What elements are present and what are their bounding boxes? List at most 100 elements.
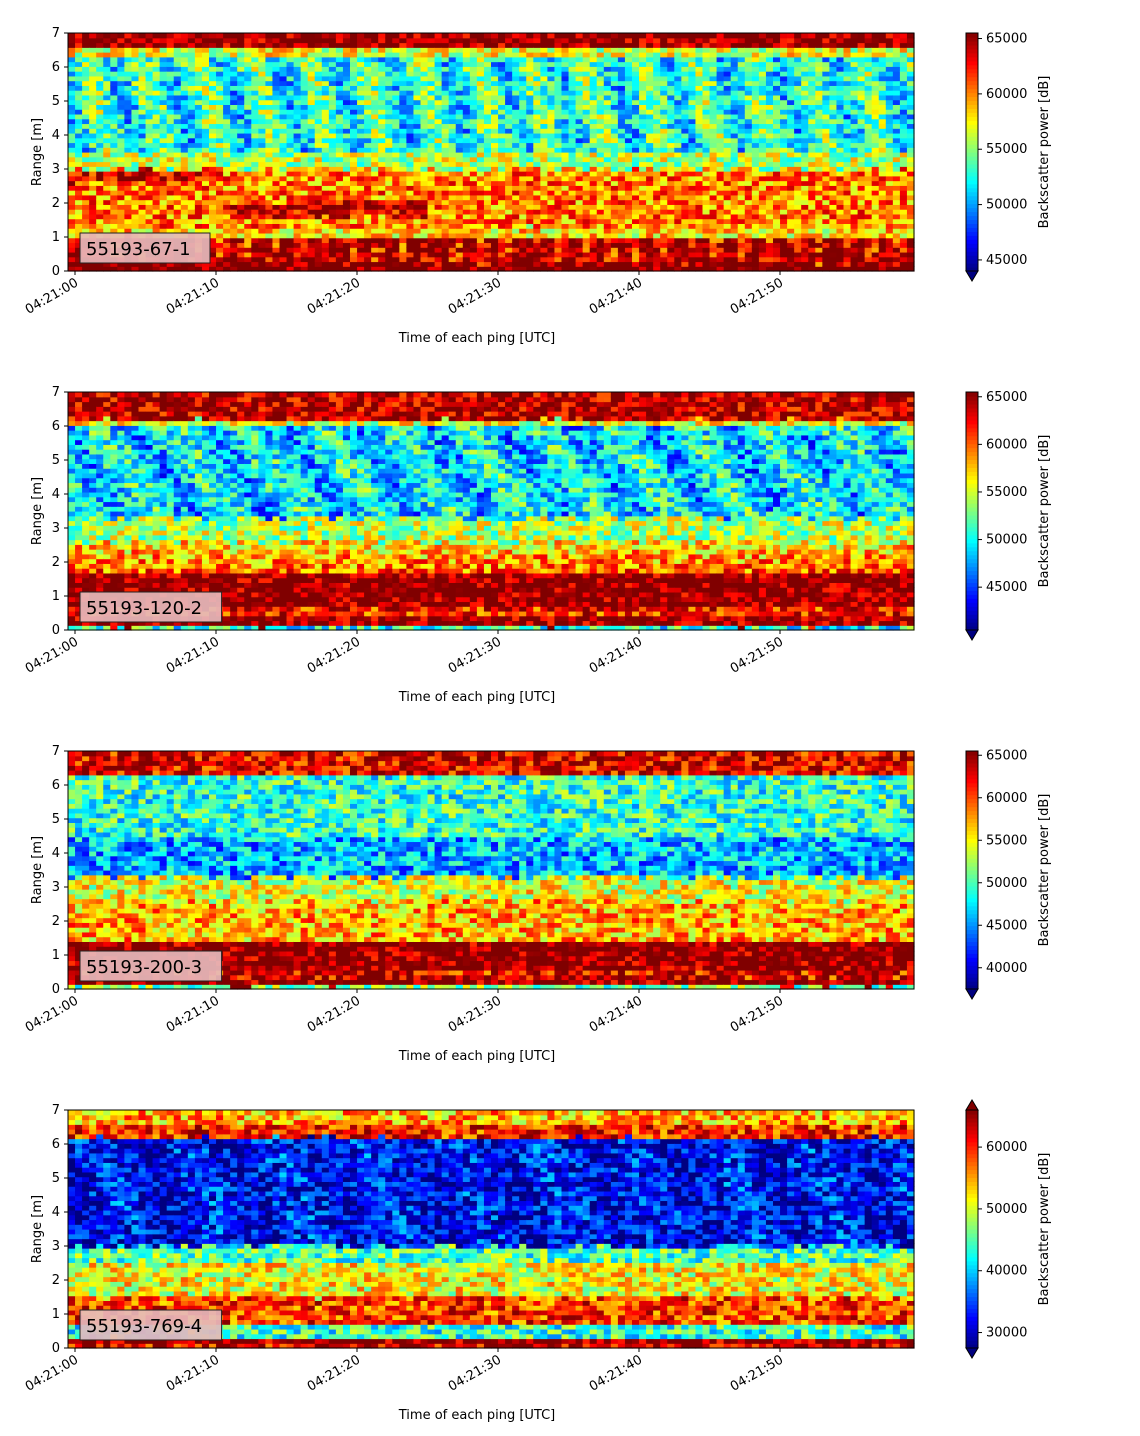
y-tick-label: 7 [52,1103,60,1118]
y-tick-label: 3 [52,521,60,536]
y-tick-label: 5 [52,1171,60,1186]
colorbar-tick-label: 60000 [986,87,1027,102]
colorbar-tick-label: 50000 [986,533,1027,548]
colorbar-label: Backscatter power [dB] [1037,1153,1052,1306]
heatmap-1 [68,33,915,272]
y-tick-label: 5 [52,453,60,468]
x-tick-label: 04:21:40 [587,275,645,317]
heatmap-4 [68,1110,915,1349]
colorbar-tick-label: 40000 [986,1264,1027,1279]
colorbar-tick-label: 30000 [986,1326,1027,1341]
x-tick-label: 04:21:30 [446,634,504,676]
y-tick-label: 0 [52,982,60,997]
y-tick-label: 1 [52,589,60,604]
colorbar-tick-label: 65000 [986,390,1027,405]
x-tick-label: 04:21:20 [305,993,363,1035]
y-tick-label: 2 [52,196,60,211]
y-tick-label: 3 [52,1239,60,1254]
axes-frame [67,391,915,631]
panel-label-text: 55193-200-3 [86,957,202,978]
colorbar-extend-min [965,1347,979,1359]
colorbar-extend-min [965,270,979,282]
x-tick-label: 04:21:00 [23,993,81,1035]
colorbar-4: 30000 40000 50000 60000 Backscatter power [d… [965,1099,1052,1359]
colorbar-tick-label: 55000 [986,833,1027,848]
colorbar-label: Backscatter power [dB] [1037,435,1052,588]
axes-frame [67,750,915,990]
colorbar-tick-label: 45000 [986,253,1027,268]
y-axis-label: Range [m] [30,118,45,186]
x-axis-label: Time of each ping [UTC] [398,331,556,346]
colorbar-tick-label: 50000 [986,1202,1027,1217]
y-tick-label: 6 [52,1137,60,1152]
x-tick-label: 04:21:50 [728,275,786,317]
y-tick-label: 3 [52,162,60,177]
colorbar-tick-label: 60000 [986,791,1027,806]
y-tick-label: 4 [52,1205,60,1220]
colorbar-label: Backscatter power [dB] [1037,794,1052,947]
colorbar-tick-label: 65000 [986,748,1027,763]
y-tick-label: 2 [52,914,60,929]
y-tick-label: 7 [52,385,60,400]
y-tick-label: 0 [52,1341,60,1356]
panel-label: 55193-769-4 [79,1309,223,1341]
y-axis-label: Range [m] [30,477,45,545]
colorbar-extend-max [965,1099,979,1111]
colorbar-extend-min [965,629,979,641]
panel-2: 0 1 2 3 4 5 6 7 04:21:00 04:21:10 04:21:20 04:21:30… [23,385,1052,705]
y-tick-label: 5 [52,812,60,827]
panel-3: 0 1 2 3 4 5 6 7 04:21:00 04:21:10 04:21:20 04:21:30… [23,744,1052,1064]
panel-label-text: 55193-120-2 [86,598,202,619]
x-axis-label: Time of each ping [UTC] [398,690,556,705]
colorbar-extend-min [965,988,979,1000]
x-tick-label: 04:21:10 [164,634,222,676]
colorbar-tick-label: 50000 [986,876,1027,891]
x-tick-label: 04:21:10 [164,1352,222,1394]
x-tick-label: 04:21:10 [164,993,222,1035]
y-tick-label: 7 [52,744,60,759]
x-tick-label: 04:21:00 [23,634,81,676]
colorbar-tick-label: 40000 [986,961,1027,976]
x-tick-label: 04:21:30 [446,275,504,317]
colorbar-tick-label: 60000 [986,437,1027,452]
x-tick-label: 04:21:00 [23,275,81,317]
panel-label: 55193-120-2 [79,591,223,623]
panel-label-text: 55193-67-1 [86,239,191,260]
x-axis-label: Time of each ping [UTC] [398,1049,556,1064]
y-axis-label: Range [m] [30,836,45,904]
x-tick-label: 04:21:50 [728,1352,786,1394]
panel-label: 55193-67-1 [79,232,211,264]
x-tick-label: 04:21:20 [305,1352,363,1394]
colorbar-1: 45000 50000 55000 60000 65000 Backscatter pow… [965,32,1052,282]
panel-label: 55193-200-3 [79,950,223,982]
panel-1: 0 1 2 3 4 5 6 7 04:21:00 04:21:10 04:21:20 04:21:30… [23,26,1052,346]
x-tick-label: 04:21:50 [728,993,786,1035]
x-tick-label: 04:21:20 [305,634,363,676]
x-tick-label: 04:21:30 [446,1352,504,1394]
heatmap-2 [68,392,915,631]
x-tick-label: 04:21:00 [23,1352,81,1394]
colorbar-tick-label: 65000 [986,32,1027,47]
x-tick-label: 04:21:40 [587,634,645,676]
colorbar-tick-label: 45000 [986,580,1027,595]
y-axis-label: Range [m] [30,1195,45,1263]
colorbar-tick-label: 45000 [986,918,1027,933]
y-tick-label: 5 [52,94,60,109]
x-tick-label: 04:21:20 [305,275,363,317]
y-tick-label: 4 [52,487,60,502]
colorbar-2: 45000 50000 55000 60000 65000 Backscatter pow… [965,390,1052,641]
colorbar-tick-label: 50000 [986,198,1027,213]
colorbar-tick-label: 60000 [986,1140,1027,1155]
axes-frame [67,32,915,272]
y-tick-label: 1 [52,230,60,245]
y-tick-label: 1 [52,1307,60,1322]
y-tick-label: 0 [52,264,60,279]
y-tick-label: 7 [52,26,60,41]
x-tick-label: 04:21:50 [728,634,786,676]
colorbar-label: Backscatter power [dB] [1037,76,1052,229]
y-tick-label: 6 [52,419,60,434]
panel-4: 0 1 2 3 4 5 6 7 04:21:00 04:21:10 04:21:20 04:21:30… [23,1099,1052,1423]
y-tick-label: 4 [52,846,60,861]
y-tick-label: 6 [52,60,60,75]
